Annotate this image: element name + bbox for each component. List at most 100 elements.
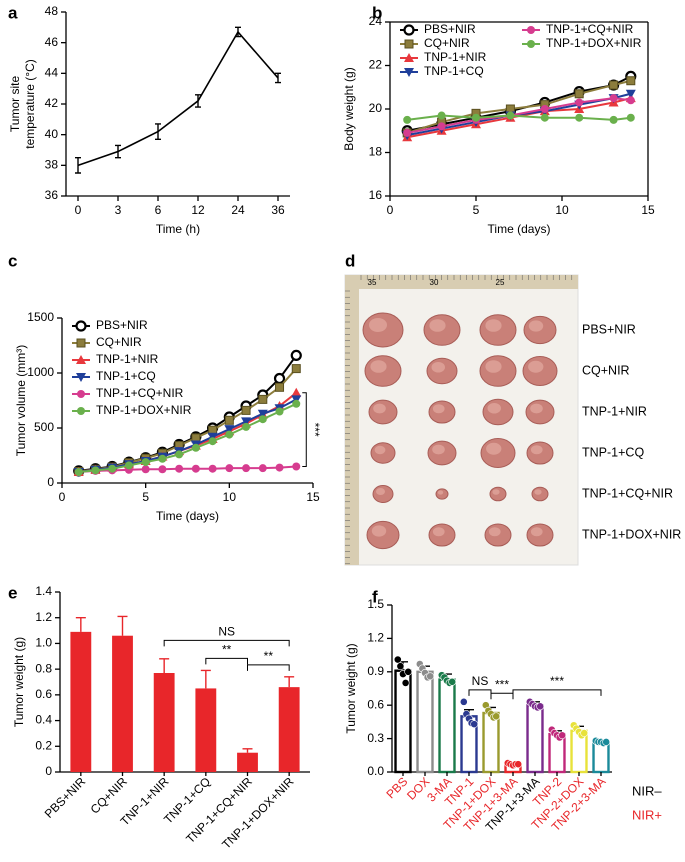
x-tick-label: 3 <box>115 203 122 217</box>
tumor-highlight <box>530 445 543 455</box>
data-point <box>558 731 567 740</box>
y-tick-label: 0 <box>47 475 54 489</box>
x-tick-label: TNP-1+DOX+NIR <box>219 774 297 852</box>
bar <box>112 635 133 772</box>
tumor-highlight <box>370 360 387 373</box>
y-tick-label: 1.2 <box>35 610 52 624</box>
data-point <box>602 738 611 746</box>
tumor-highlight <box>492 489 500 495</box>
significance: *** <box>550 674 564 688</box>
panel-label: d <box>345 251 355 270</box>
marker <box>574 89 584 99</box>
bar <box>482 711 500 774</box>
marker <box>403 128 412 137</box>
marker <box>91 466 100 475</box>
tumor-highlight <box>432 527 445 537</box>
y-tick-label: 48 <box>45 4 59 18</box>
marker <box>77 390 85 398</box>
marker <box>527 26 535 34</box>
x-axis-label: Time (days) <box>488 222 551 236</box>
y-axis-label: temperature (°C) <box>23 59 37 149</box>
marker <box>626 96 635 105</box>
y-tick-label: 1000 <box>27 365 54 379</box>
bar <box>526 704 544 774</box>
y-tick-label: 16 <box>369 188 383 202</box>
line <box>407 97 631 134</box>
y-tick-label: 18 <box>369 145 383 159</box>
tumor-highlight <box>373 403 386 414</box>
marker <box>291 364 301 374</box>
y-axis-label: Tumor volume (mm³) <box>14 345 28 457</box>
marker <box>258 394 268 404</box>
line <box>407 114 631 121</box>
y-tick-label: 38 <box>45 158 59 172</box>
marker <box>625 89 636 99</box>
marker <box>208 437 217 446</box>
x-tick-label: 10 <box>555 203 569 217</box>
marker <box>76 355 86 364</box>
bar <box>438 678 456 774</box>
bracket <box>163 639 290 647</box>
bar <box>394 669 412 774</box>
tumor-highlight <box>485 360 502 373</box>
y-tick-label: 0.6 <box>35 687 52 701</box>
bar <box>278 687 300 772</box>
marker <box>141 465 150 474</box>
marker <box>242 464 251 473</box>
x-tick-label: 36 <box>271 203 285 217</box>
y-tick-label: 0.3 <box>367 731 384 745</box>
marker <box>291 387 302 397</box>
bar <box>153 673 175 772</box>
error-bar <box>242 748 253 753</box>
y-axis-label: Tumor site <box>8 76 22 133</box>
image-label: PBS+NIR <box>582 322 636 336</box>
bar <box>237 752 258 772</box>
marker <box>158 454 167 463</box>
marker <box>472 113 480 122</box>
x-tick-label: 5 <box>142 490 149 504</box>
marker <box>626 113 635 122</box>
image-label: TNP-1+NIR <box>582 404 647 418</box>
y-tick-label: 0.8 <box>35 661 52 675</box>
x-tick-label: PBS+NIR <box>42 774 89 821</box>
ruler-label: 25 <box>496 278 505 287</box>
error-bar <box>115 144 121 159</box>
bracket <box>205 657 248 665</box>
marker <box>225 430 234 439</box>
x-tick-label: 0 <box>59 490 66 504</box>
marker <box>273 372 286 385</box>
tumor-highlight <box>374 445 386 455</box>
y-tick-label: 24 <box>369 14 383 28</box>
x-tick-label: 10 <box>223 490 237 504</box>
tumor-highlight <box>530 403 543 414</box>
y-tick-label: 1.2 <box>367 631 384 645</box>
tumor-highlight <box>486 442 502 455</box>
panel-label: e <box>8 583 17 602</box>
panel-label: c <box>8 251 17 270</box>
marker <box>403 115 412 124</box>
marker <box>404 39 414 49</box>
tumor-highlight <box>431 362 445 373</box>
x-tick-label: 15 <box>641 203 655 217</box>
x-tick-label: 6 <box>155 203 162 217</box>
marker <box>275 382 285 392</box>
marker <box>241 417 252 427</box>
data-point <box>401 679 410 687</box>
marker <box>275 463 284 472</box>
data-point <box>396 662 405 671</box>
tumor-highlight <box>487 403 501 414</box>
marker <box>258 415 267 424</box>
image-label: TNP-1+CQ+NIR <box>582 486 673 500</box>
tumor-highlight <box>530 527 543 537</box>
image-label: TNP-1+DOX+NIR <box>582 527 681 541</box>
legend-label: NIR– <box>632 783 662 798</box>
marker <box>191 443 200 452</box>
data-point <box>536 702 545 711</box>
marker <box>242 422 251 431</box>
y-tick-label: 0.0 <box>367 764 384 778</box>
marker <box>437 111 446 120</box>
bar <box>592 740 610 774</box>
legend-label: TNP-1+NIR <box>424 50 487 64</box>
marker <box>74 468 83 476</box>
